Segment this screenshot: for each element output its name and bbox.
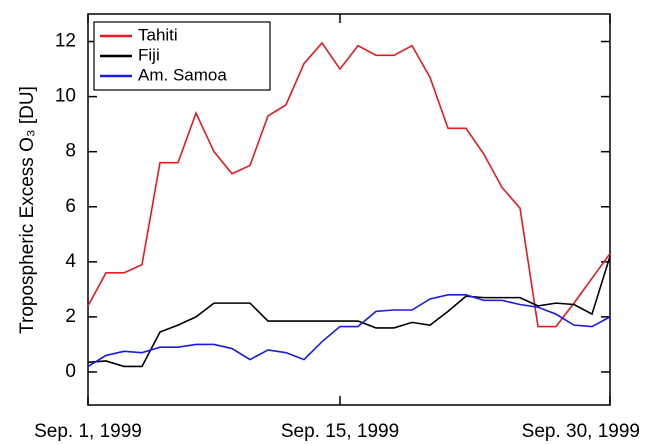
plot-frame (87, 13, 611, 406)
x-tick-label: Sep. 30, 1999 (522, 421, 640, 442)
y-tick-label: 8 (65, 141, 76, 162)
series-line (87, 256, 611, 368)
x-tick-label: Sep. 1, 1999 (34, 421, 142, 442)
y-tick-label: 4 (65, 251, 76, 272)
legend-label: Am. Samoa (138, 65, 227, 84)
x-tick-label: Sep. 15, 1999 (281, 421, 399, 442)
y-tick-label: 10 (55, 86, 76, 107)
y-axis-label: Tropospheric Excess O₃ [DU] (17, 86, 38, 334)
series-line (87, 41, 611, 328)
y-tick-label: 6 (65, 196, 76, 217)
legend-label: Tahiti (138, 25, 178, 44)
y-tick-label: 2 (65, 306, 76, 327)
y-tick-label: 12 (55, 31, 76, 52)
y-tick-label: 0 (65, 361, 76, 382)
series-line (87, 294, 611, 368)
legend-label: Fiji (138, 45, 160, 64)
